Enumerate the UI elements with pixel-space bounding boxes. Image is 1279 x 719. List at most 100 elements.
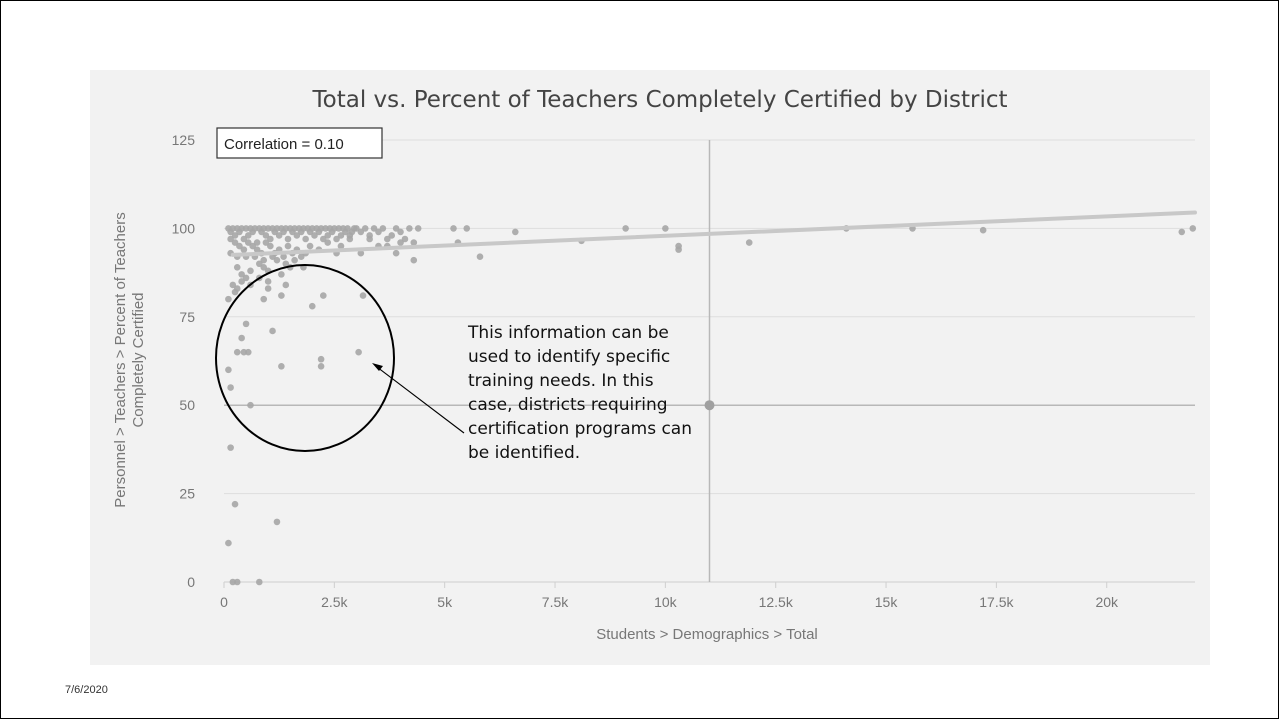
data-point xyxy=(244,348,252,356)
data-point xyxy=(273,518,281,526)
data-point xyxy=(397,239,404,246)
data-point xyxy=(344,225,351,232)
data-point xyxy=(476,253,484,260)
data-point xyxy=(622,225,629,232)
data-point xyxy=(284,242,292,250)
data-point xyxy=(233,578,241,586)
scatter-chart: Total vs. Percent of Teachers Completely… xyxy=(112,87,1197,643)
data-point xyxy=(278,292,285,299)
correlation-box xyxy=(216,127,383,159)
data-point xyxy=(293,232,301,239)
chart-panel: Total vs. Percent of Teachers Completely… xyxy=(90,70,1210,665)
data-point xyxy=(359,292,367,299)
data-point xyxy=(463,225,471,232)
data-point xyxy=(320,292,327,299)
data-point xyxy=(278,271,285,278)
mean-lines xyxy=(224,140,1195,582)
data-point xyxy=(240,246,248,253)
data-point xyxy=(282,260,290,268)
data-point xyxy=(273,256,281,264)
data-point xyxy=(269,327,276,335)
data-point xyxy=(275,232,283,239)
x-tick-label: 0 xyxy=(220,594,228,610)
data-point xyxy=(410,256,418,264)
data-point xyxy=(244,239,252,246)
data-point xyxy=(227,444,234,451)
data-point xyxy=(324,239,332,246)
data-point xyxy=(236,242,243,250)
data-point xyxy=(346,235,354,243)
data-point xyxy=(745,239,753,246)
y-tick-label: 100 xyxy=(172,220,196,236)
data-point xyxy=(249,242,256,250)
data-point xyxy=(267,235,274,243)
data-point xyxy=(264,285,272,292)
chart-title: Total vs. Percent of Teachers Completely… xyxy=(312,87,1008,113)
data-point xyxy=(308,302,316,310)
data-point xyxy=(337,232,345,239)
y-tick-label: 50 xyxy=(179,397,195,413)
data-point xyxy=(392,225,400,232)
data-point xyxy=(225,295,232,303)
callout-arrowhead xyxy=(372,363,383,371)
trend-line-group xyxy=(230,210,1197,257)
data-point xyxy=(244,232,252,239)
data-point xyxy=(225,539,232,547)
data-point xyxy=(256,260,263,268)
y-tick-label: 0 xyxy=(187,574,195,590)
data-point xyxy=(225,366,232,374)
data-point xyxy=(297,253,305,260)
data-point xyxy=(278,363,285,370)
data-point xyxy=(227,384,234,391)
data-point xyxy=(238,278,245,285)
data-point xyxy=(233,263,241,271)
data-point xyxy=(227,235,234,243)
data-point xyxy=(260,295,268,303)
data-point xyxy=(247,267,254,275)
annotation-text: This information can be used to identify… xyxy=(468,323,692,463)
data-point xyxy=(231,232,239,239)
data-point xyxy=(662,225,669,232)
data-point xyxy=(247,401,254,409)
data-point xyxy=(512,228,519,236)
data-point xyxy=(302,235,309,243)
callout-arrow xyxy=(376,366,465,434)
data-point xyxy=(231,500,239,508)
data-point xyxy=(317,363,325,370)
data-point xyxy=(260,263,268,271)
x-tick-label: 15k xyxy=(875,594,899,610)
x-tick-label: 10k xyxy=(654,594,678,610)
data-point xyxy=(320,235,327,243)
data-point xyxy=(253,246,261,253)
data-point xyxy=(410,239,418,246)
data-point xyxy=(375,228,382,236)
data-point xyxy=(353,225,360,232)
x-axis-label: Students > Demographics > Total xyxy=(596,626,818,643)
x-tick-label: 17.5k xyxy=(979,594,1014,610)
data-point xyxy=(392,249,400,257)
y-tick-label: 75 xyxy=(179,309,195,325)
data-point xyxy=(361,225,369,232)
data-point xyxy=(306,242,314,250)
data-point xyxy=(280,253,287,260)
data-point xyxy=(1178,228,1186,236)
data-point xyxy=(355,348,362,356)
x-tick-label: 7.5k xyxy=(542,594,569,610)
data-point xyxy=(231,288,239,296)
data-point xyxy=(366,235,373,243)
data-point xyxy=(284,235,292,243)
data-point xyxy=(238,271,245,278)
data-point xyxy=(262,232,270,239)
data-point xyxy=(337,242,345,250)
data-point xyxy=(370,225,378,232)
data-point xyxy=(256,578,263,586)
data-point xyxy=(262,239,270,246)
data-point xyxy=(291,256,298,264)
slide-date: 7/6/2020 xyxy=(65,684,108,696)
data-point xyxy=(324,232,332,239)
y-axis-label-line-1: Personnel > Teachers > Percent of Teache… xyxy=(112,212,129,507)
x-tick-label: 12.5k xyxy=(759,594,794,610)
data-point xyxy=(379,225,387,232)
trend-line xyxy=(230,210,1197,257)
data-point xyxy=(401,235,409,243)
